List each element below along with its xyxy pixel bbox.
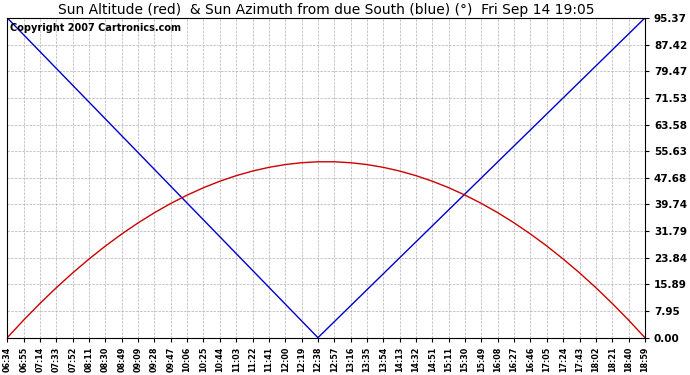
Title: Sun Altitude (red)  & Sun Azimuth from due South (blue) (°)  Fri Sep 14 19:05: Sun Altitude (red) & Sun Azimuth from du… xyxy=(58,3,594,17)
Text: Copyright 2007 Cartronics.com: Copyright 2007 Cartronics.com xyxy=(10,23,181,33)
